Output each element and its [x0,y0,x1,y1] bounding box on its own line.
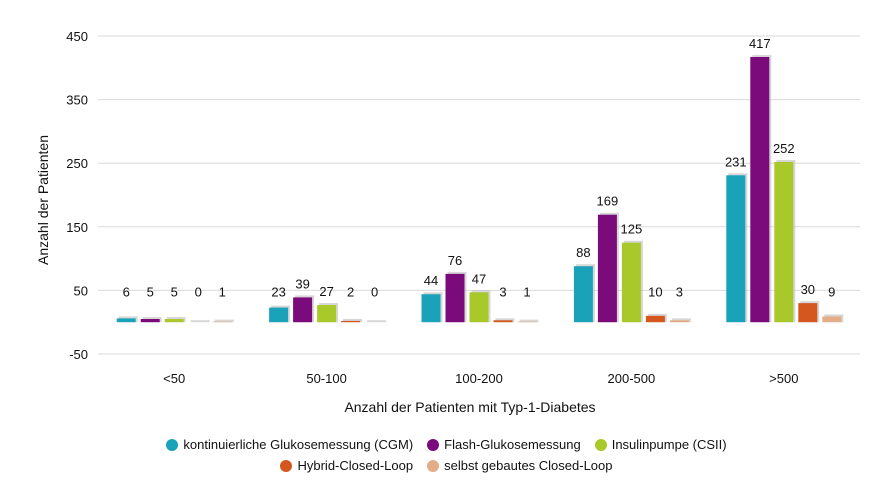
bar [317,305,337,323]
legend-swatch [166,438,179,451]
y-tick-label: 150 [66,220,88,235]
data-label: 76 [448,253,462,268]
legend-swatch [427,438,440,451]
y-axis-title: Anzahl der Patienten [35,135,51,265]
data-label: 0 [371,284,378,299]
data-label: 9 [828,284,835,299]
legend-label: Hybrid-Closed-Loop [297,458,414,473]
y-tick-label: -50 [69,347,88,362]
bar [597,214,617,323]
legend-label: kontinuierliche Glukosemessung (CGM) [183,437,414,452]
y-tick-label: 450 [66,29,88,44]
data-label: 10 [648,284,662,299]
data-label: 252 [773,141,795,156]
legend-row-1: kontinuierliche Glukosemessung (CGM) Flas… [0,437,893,452]
x-tick-label: 200-500 [608,371,656,386]
legend-item: Hybrid-Closed-Loop [280,458,413,473]
bar-shadow [343,318,363,323]
data-label: 88 [576,245,590,260]
x-tick-label: 50-100 [306,371,346,386]
legend-item: selbst gebautes Closed-Loop [427,458,613,473]
bar [822,316,842,323]
bar [645,315,665,323]
legend-row-2: Hybrid-Closed-Loop selbst gebautes Closed… [0,458,893,473]
data-label: 5 [171,284,178,299]
legend-swatch [280,459,293,472]
x-tick-label: <50 [163,371,185,386]
data-label: 1 [523,284,530,299]
y-tick-label: 50 [74,283,88,298]
bar-shadow [214,319,234,323]
bar [116,318,136,323]
bars [116,54,844,323]
data-label: 0 [195,284,202,299]
bar [421,294,441,323]
legend-item: Flash-Glukosemessung [427,437,581,452]
bar [164,319,184,323]
data-label: 2 [347,284,354,299]
data-label: 6 [123,284,130,299]
bar [669,320,689,323]
bar [798,303,818,323]
bar [621,242,641,323]
data-label: 169 [597,194,619,209]
data-label: 23 [271,284,285,299]
legend-swatch [427,459,440,472]
legend-item: Insulinpumpe (CSII) [594,437,727,452]
data-label: 5 [147,284,154,299]
y-axis-ticks: 450 350 250 150 50 -50 [66,29,88,362]
data-label: 1 [219,284,226,299]
data-label: 231 [725,154,747,169]
bar-shadow [519,319,539,323]
data-label: 125 [621,222,643,237]
bar-shadow [367,320,387,323]
x-axis-title: Anzahl der Patienten mit Typ-1-Diabetes [344,399,595,415]
legend-item: kontinuierliche Glukosemessung (CGM) [166,437,413,452]
bar [750,56,770,323]
bar [341,320,361,323]
bar [212,321,232,323]
data-label: 30 [801,282,815,297]
bar [726,175,746,323]
data-label: 44 [424,273,438,288]
bar-shadow [671,318,691,323]
data-label: 3 [676,284,683,299]
bar [774,161,794,323]
data-label: 39 [295,276,309,291]
y-tick-label: 250 [66,156,88,171]
data-label: 27 [319,284,333,299]
legend-label: selbst gebautes Closed-Loop [444,458,613,473]
bar [445,273,465,323]
legend-label: Insulinpumpe (CSII) [611,437,727,452]
bar [140,319,160,323]
bar [493,320,513,323]
bar [517,321,537,323]
data-label: 47 [472,271,486,286]
data-label: 417 [749,36,771,51]
legend-swatch [594,438,607,451]
bar [573,266,593,323]
data-label: 3 [499,284,506,299]
x-axis-ticks: <50 50-100 100-200 200-500 >500 [163,371,798,386]
legend-label: Flash-Glukosemessung [444,437,581,452]
bar [469,292,489,323]
x-tick-label: >500 [769,371,798,386]
bar [269,307,289,323]
x-tick-label: 100-200 [455,371,503,386]
y-tick-label: 350 [66,93,88,108]
bar-shadow [190,320,210,323]
bar [293,297,313,323]
bar-shadow [495,318,515,323]
